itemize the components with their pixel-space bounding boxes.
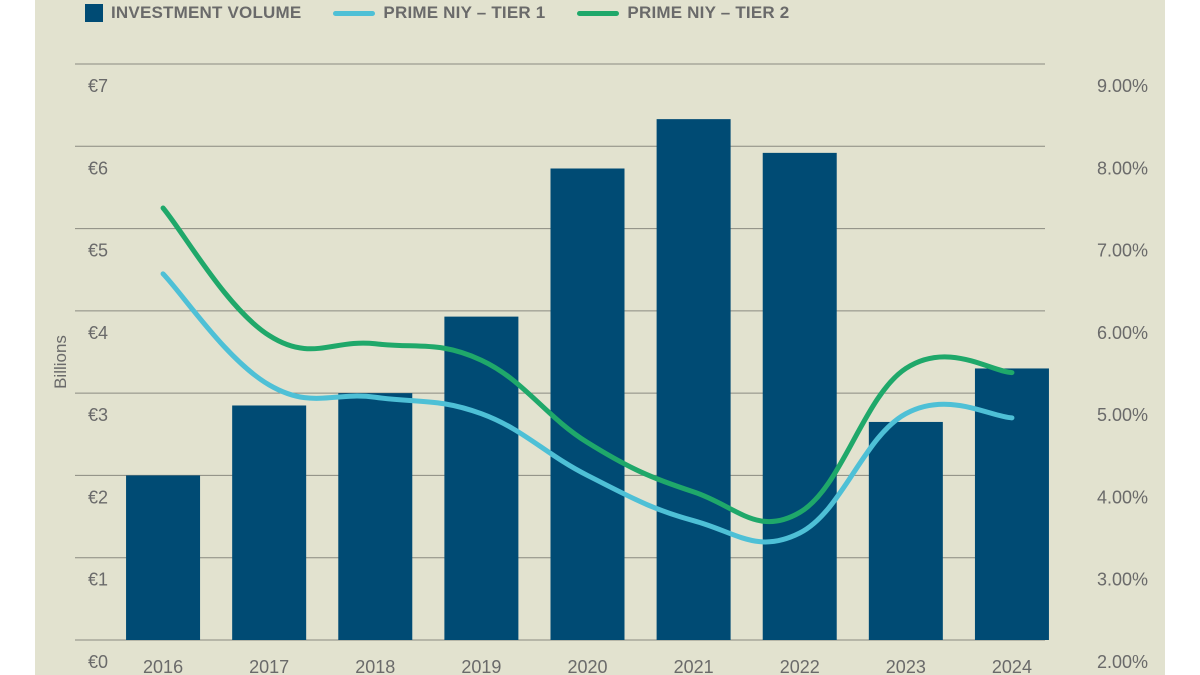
bar bbox=[232, 405, 307, 640]
x-tick-label: 2016 bbox=[143, 657, 183, 675]
bar bbox=[550, 168, 625, 640]
x-tick-label: 2020 bbox=[567, 657, 607, 675]
x-tick-label: 2023 bbox=[886, 657, 926, 675]
legend-item: PRIME NIY – TIER 2 bbox=[577, 3, 789, 23]
y2-tick-label: 2.00% bbox=[1097, 652, 1148, 672]
tier2-line bbox=[160, 205, 1015, 525]
y-tick-label: €5 bbox=[88, 241, 108, 261]
y2-tick-label: 4.00% bbox=[1097, 487, 1148, 507]
chart-panel: INVESTMENT VOLUME PRIME NIY – TIER 1 PRIME… bbox=[35, 0, 1165, 675]
y-tick-label: €1 bbox=[88, 570, 108, 590]
bar bbox=[444, 316, 519, 640]
legend-swatch-line bbox=[577, 10, 620, 16]
y2-tick-label: 8.00% bbox=[1097, 158, 1148, 178]
legend-label: PRIME NIY – TIER 1 bbox=[383, 3, 546, 22]
x-tick-label: 2022 bbox=[780, 657, 820, 675]
tier1-line bbox=[160, 271, 1015, 545]
x-tick-label: 2018 bbox=[355, 657, 395, 675]
bar bbox=[126, 475, 201, 640]
bar bbox=[656, 119, 731, 641]
y2-tick-label: 7.00% bbox=[1097, 241, 1148, 261]
y-axis-title: Billions bbox=[51, 335, 70, 389]
x-tick-label: 2021 bbox=[674, 657, 714, 675]
legend-label: INVESTMENT VOLUME bbox=[111, 3, 302, 22]
y2-tick-label: 3.00% bbox=[1097, 570, 1148, 590]
legend-label: PRIME NIY – TIER 2 bbox=[627, 3, 790, 22]
x-tick-label: 2017 bbox=[249, 657, 289, 675]
chart-svg: €0 €1 €2 €3 €4 €5 €6 €7 2.00% 3.00% 4.00% 5.00% 6.00… bbox=[51, 63, 1148, 675]
bar bbox=[868, 421, 943, 640]
x-tick-label: 2024 bbox=[992, 657, 1032, 675]
legend-swatch-box bbox=[85, 4, 103, 22]
y-tick-label: €3 bbox=[88, 405, 108, 425]
y2-tick-label: 9.00% bbox=[1097, 76, 1148, 96]
y-tick-label: €4 bbox=[88, 323, 108, 343]
legend: INVESTMENT VOLUME PRIME NIY – TIER 1 PRIME… bbox=[85, 0, 821, 26]
bar bbox=[338, 393, 413, 640]
legend-item: INVESTMENT VOLUME bbox=[85, 3, 301, 23]
y2-tick-label: 6.00% bbox=[1097, 323, 1148, 343]
y2-tick-label: 5.00% bbox=[1097, 405, 1148, 425]
legend-swatch-line bbox=[333, 10, 376, 16]
y-tick-label: €7 bbox=[88, 76, 108, 96]
bar bbox=[762, 152, 837, 640]
y-tick-label: €6 bbox=[88, 158, 108, 178]
legend-item: PRIME NIY – TIER 1 bbox=[333, 3, 545, 23]
y-tick-label: €2 bbox=[88, 487, 108, 507]
y-tick-label: €0 bbox=[88, 652, 108, 672]
x-tick-label: 2019 bbox=[461, 657, 501, 675]
